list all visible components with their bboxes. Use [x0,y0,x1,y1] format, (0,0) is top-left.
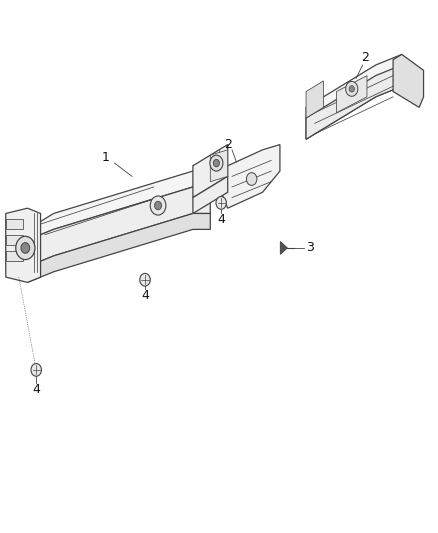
Circle shape [213,159,219,167]
Polygon shape [28,187,210,266]
Polygon shape [28,171,210,240]
Circle shape [210,155,223,171]
Text: 4: 4 [141,289,149,302]
Circle shape [150,196,166,215]
Text: 2: 2 [224,138,232,151]
Polygon shape [6,251,23,261]
Text: 4: 4 [217,213,225,227]
Polygon shape [306,65,402,139]
Polygon shape [6,208,41,282]
Polygon shape [336,76,367,113]
Polygon shape [219,144,280,208]
Polygon shape [393,54,424,108]
Text: 1: 1 [102,151,110,164]
Polygon shape [306,81,323,118]
Circle shape [140,273,150,286]
Polygon shape [280,241,287,254]
Text: 3: 3 [306,241,314,254]
Polygon shape [306,54,402,139]
Circle shape [346,82,358,96]
Circle shape [155,201,162,210]
Polygon shape [193,176,228,214]
Circle shape [21,243,30,253]
Circle shape [247,173,257,185]
Text: 4: 4 [32,383,40,396]
Polygon shape [193,144,228,198]
Polygon shape [28,214,210,282]
Polygon shape [210,150,228,182]
Polygon shape [6,235,23,245]
Circle shape [349,86,354,92]
Text: 2: 2 [361,51,369,63]
Circle shape [16,236,35,260]
Circle shape [216,197,226,209]
Polygon shape [14,219,28,266]
Polygon shape [6,219,23,229]
Circle shape [31,364,42,376]
